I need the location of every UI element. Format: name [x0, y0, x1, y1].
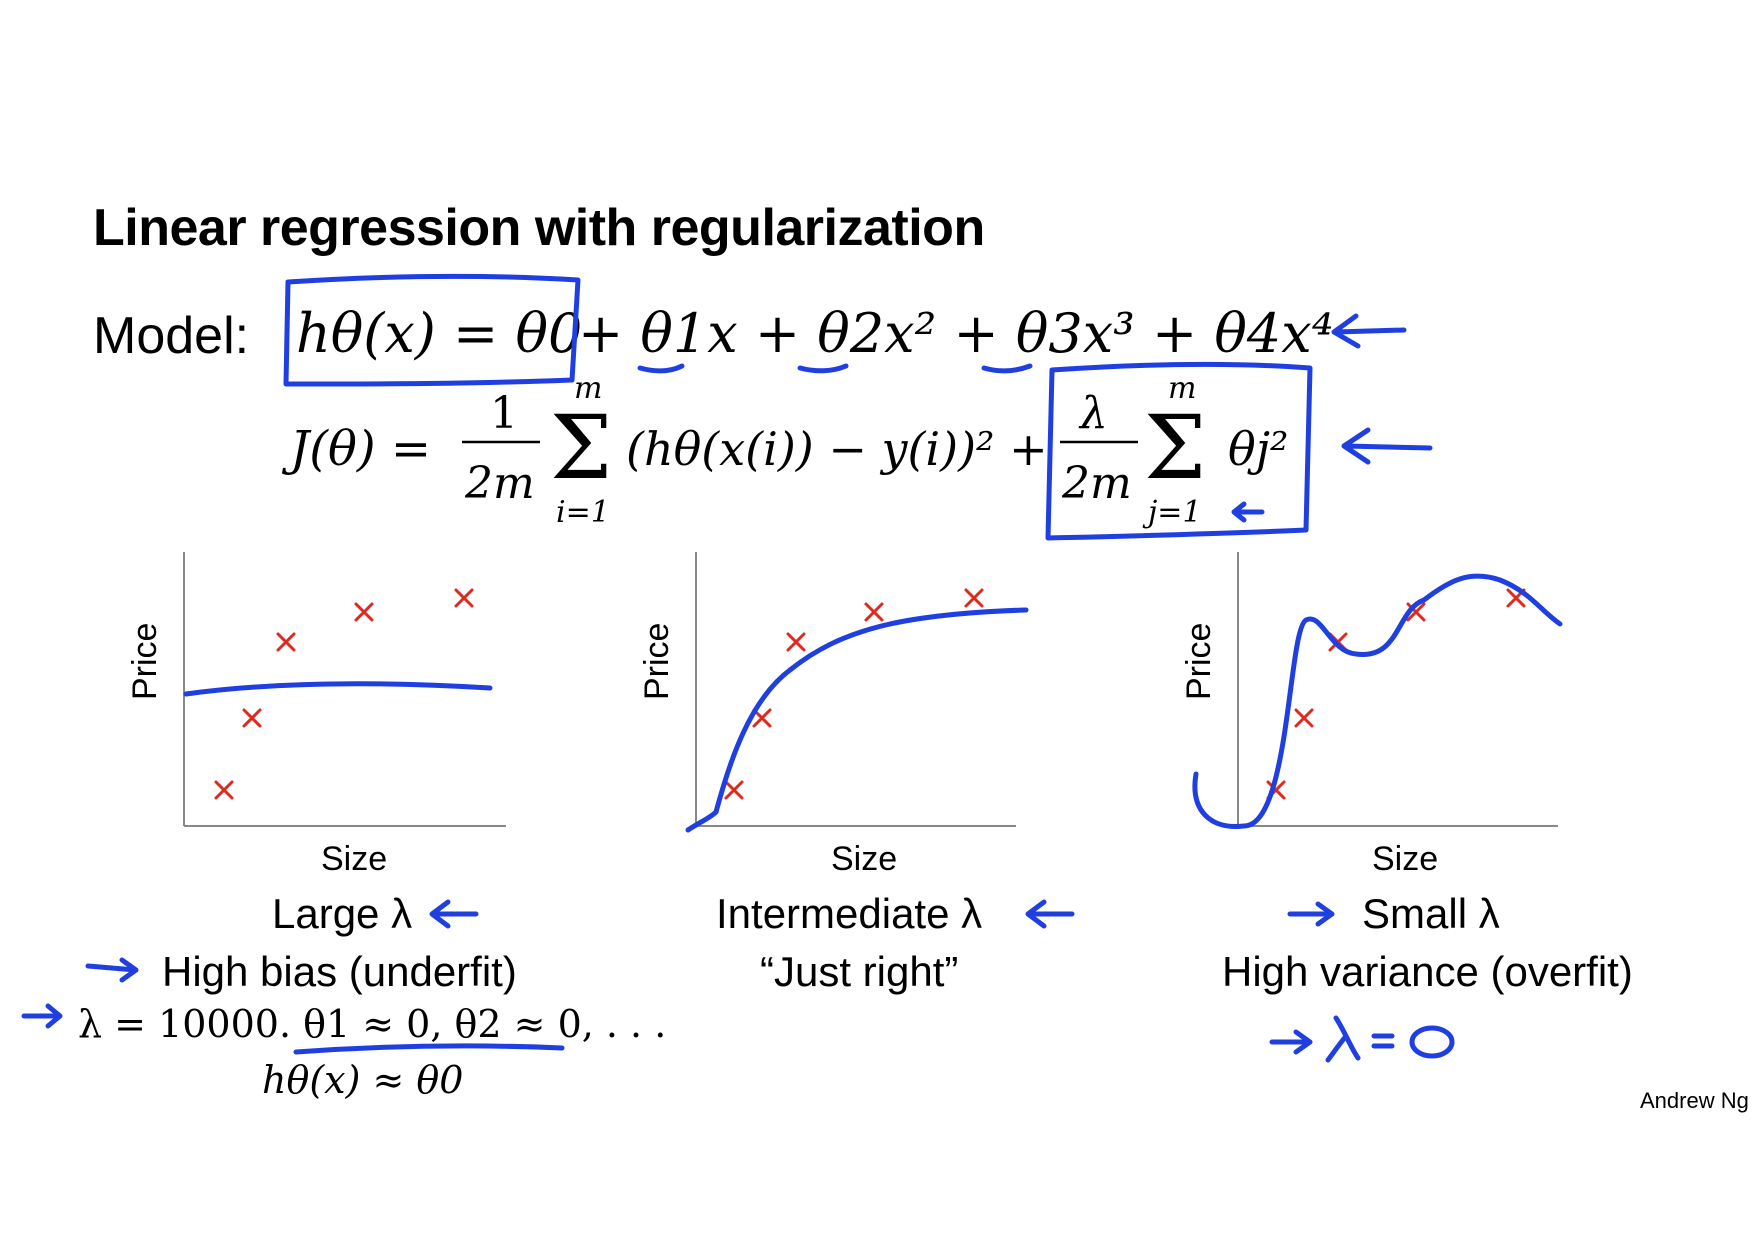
chart-1-note-line2: hθ(x) ≈ θ0: [262, 1058, 464, 1102]
equation-annotations: [283, 273, 1433, 541]
chart-1-point-5: [454, 588, 474, 608]
chart-3-axes: [1237, 552, 1558, 827]
handwritten-equals: [1371, 1033, 1395, 1049]
chart-2-point-5: [964, 588, 984, 608]
arrow-cost: [1341, 427, 1433, 465]
sum-upper-limit-j: m: [1168, 371, 1196, 406]
sum-lower-limit-i: i=1: [556, 495, 610, 530]
chart-2-ylabel: Price: [638, 622, 676, 700]
model-label: Model:: [93, 307, 250, 365]
chart-2-point-2: [752, 708, 772, 728]
model-lhs-equation: hθ(x) = θ0: [296, 302, 582, 365]
arrow-lambda-zero: [1269, 1029, 1313, 1055]
regularization-term: θj²: [1228, 422, 1288, 476]
summation-symbol-j: Σ: [1144, 396, 1206, 499]
chart-1-point-3: [276, 632, 296, 652]
model-polynomial-terms: + θ1x + θ2x² + θ3x³ + θ4x⁴: [578, 302, 1333, 365]
chart-3-caption: Small λ: [1362, 890, 1500, 937]
underline-theta-approx: [293, 1043, 565, 1055]
chart-2-point-3: [786, 632, 806, 652]
arrow-model: [1331, 313, 1407, 349]
arrow-high-bias: [85, 957, 139, 983]
underline-theta1: [637, 363, 685, 374]
handwritten-zero: [1409, 1025, 1455, 1059]
summation-symbol-i: Σ: [550, 396, 612, 499]
handwritten-lambda: [1325, 1015, 1361, 1063]
chart-3-fit-curve: [1192, 573, 1563, 829]
chart-1-caption: Large λ: [272, 890, 413, 937]
chart-1-fit-curve: [183, 681, 493, 697]
sum-lower-limit-j: j=1: [1142, 495, 1202, 530]
chart-3-subcaption: High variance (overfit): [1222, 948, 1633, 995]
chart-1-subcaption: High bias (underfit): [162, 948, 517, 995]
fraction-denominator-2m-reg: 2m: [1061, 458, 1132, 509]
chart-2-point-4: [864, 602, 884, 622]
data-points: [214, 588, 1526, 800]
cost-lhs: J(θ) =: [281, 421, 431, 477]
fraction-numerator-one: 1: [490, 388, 518, 439]
arrow-small-lambda: [1287, 901, 1335, 927]
chart-1-xlabel: Size: [321, 840, 388, 878]
fraction-denominator-2m: 2m: [464, 458, 535, 509]
author-signature: Andrew Ng: [1640, 1088, 1749, 1113]
regularization-box-outline: [1045, 361, 1313, 541]
underline-theta3: [981, 363, 1033, 374]
fitted-curves: [183, 573, 1563, 833]
squared-error-term: (hθ(x(i)) − y(i))² +: [626, 422, 1048, 476]
chart-1-point-2: [242, 708, 262, 728]
arrow-large-lambda: [429, 899, 479, 929]
chart-2-axes: [695, 552, 1016, 827]
chart-1-ylabel: Price: [126, 622, 164, 700]
chart-2-caption: Intermediate λ: [716, 890, 983, 937]
caption-annotations: [21, 899, 1455, 1063]
underline-theta2: [797, 363, 849, 374]
arrow-lambda-note: [21, 1003, 63, 1029]
chart-3-point-2: [1294, 708, 1314, 728]
chart-1-note-line1: λ = 10000. θ1 ≈ 0, θ2 ≈ 0, . . .: [78, 1002, 667, 1046]
chart-3-xlabel: Size: [1372, 840, 1439, 878]
chart-2-xlabel: Size: [831, 840, 898, 878]
chart-3-ylabel: Price: [1180, 622, 1218, 700]
chart-2-point-1: [724, 780, 744, 800]
chart-1-point-1: [214, 780, 234, 800]
chart-2-fit-curve: [685, 607, 1029, 833]
chart-1-axes: [183, 552, 506, 827]
chart-1-point-4: [354, 602, 374, 622]
arrow-j-index: [1231, 501, 1265, 523]
arrow-intermediate-lambda: [1025, 899, 1075, 929]
sum-upper-limit-i: m: [574, 371, 602, 406]
fraction-numerator-lambda: λ: [1078, 388, 1108, 439]
chart-2-subcaption: “Just right”: [760, 948, 959, 995]
slide-title: Linear regression with regularization: [93, 199, 985, 257]
model-box-outline: [283, 273, 581, 387]
